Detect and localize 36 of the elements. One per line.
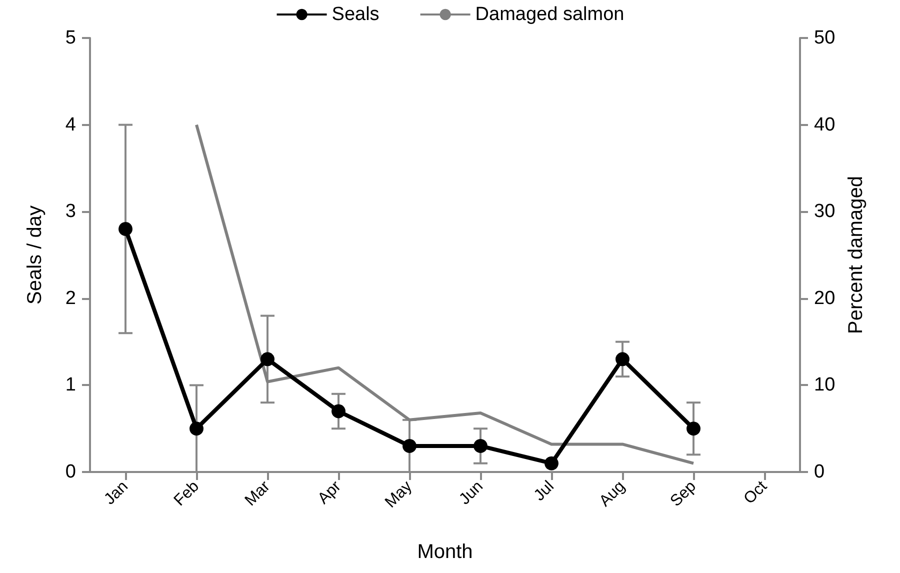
x-tick-label: Jan (101, 478, 132, 508)
x-tick-label: Sep (667, 478, 700, 510)
point (190, 422, 204, 436)
x-tick-label: Jul (531, 478, 558, 504)
point (260, 352, 274, 366)
y2-tick-label: 10 (814, 374, 836, 396)
y-axis-title: Seals / day (24, 206, 46, 304)
point (686, 422, 700, 436)
y2-tick-label: 30 (814, 201, 836, 222)
x-tick-label: Mar (242, 478, 274, 510)
x-tick-label: May (382, 478, 416, 512)
point (544, 456, 558, 470)
y2-tick-label: 0 (814, 462, 825, 482)
y-tick-label: 1 (65, 374, 76, 396)
point (616, 352, 630, 366)
y-tick-label: 3 (65, 201, 76, 222)
y-tick-label: 5 (65, 28, 76, 48)
point (118, 222, 132, 236)
y2-axis-title: Percent damaged (845, 176, 868, 334)
x-tick-label: Aug (596, 478, 629, 510)
y2-tick-label: 50 (814, 28, 836, 48)
x-tick-label: Jun (456, 478, 487, 508)
x-tick-label: Apr (314, 478, 345, 508)
x-tick-label: Feb (171, 478, 203, 510)
point (402, 438, 416, 453)
y-tick-label: 4 (65, 114, 76, 136)
legend-label: Damaged salmon (475, 4, 624, 25)
y-tick-label: 0 (65, 462, 76, 482)
point (474, 438, 488, 453)
y2-tick-label: 20 (814, 288, 836, 309)
x-tick-label: Oct (740, 478, 771, 508)
x-axis-title: Month (417, 541, 473, 563)
y-tick-label: 2 (65, 288, 76, 309)
point (332, 404, 346, 418)
y2-tick-label: 40 (814, 114, 836, 136)
legend-label: Seals (332, 4, 380, 25)
